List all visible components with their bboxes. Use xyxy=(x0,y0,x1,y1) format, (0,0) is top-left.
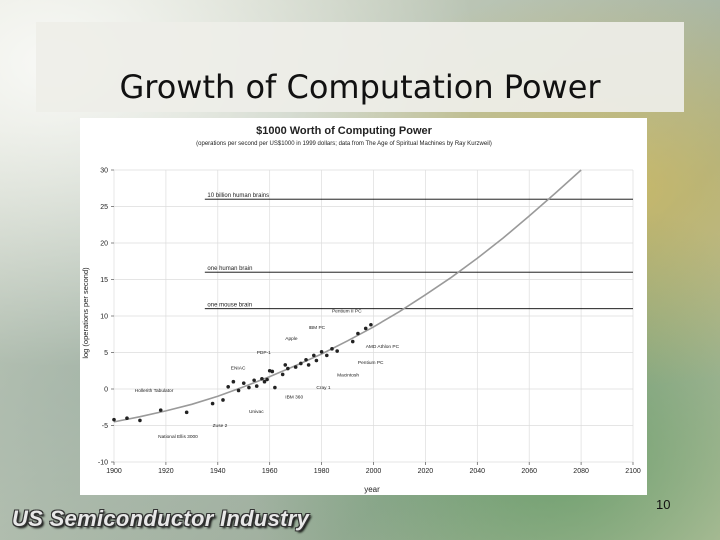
data-point xyxy=(254,384,259,388)
annotation-label: Hollerith Tabulator xyxy=(135,388,174,394)
x-tick-label: 1920 xyxy=(158,468,174,475)
x-tick-label: 2080 xyxy=(573,468,589,475)
reference-line-label: one mouse brain xyxy=(207,303,252,309)
data-point xyxy=(283,363,288,367)
computing-power-chart: $1000 Worth of Computing Power (operatio… xyxy=(81,125,641,494)
data-point xyxy=(221,398,225,402)
data-point xyxy=(306,363,311,367)
annotation-label: AMD Athlon PC xyxy=(366,344,400,350)
data-point xyxy=(293,365,298,369)
y-tick-label: 10 xyxy=(100,314,108,321)
data-point xyxy=(335,349,339,353)
data-point xyxy=(112,417,116,422)
x-tick-label: 2000 xyxy=(366,468,382,475)
annotation-label: National Ellis 3000 xyxy=(158,434,198,440)
data-point xyxy=(324,353,329,358)
chart-title: $1000 Worth of Computing Power xyxy=(256,125,433,137)
data-point xyxy=(304,358,308,362)
y-tick-label: 30 xyxy=(100,168,108,175)
annotation-label: Pentium II PC xyxy=(332,308,362,314)
data-point xyxy=(226,385,230,389)
y-axis-label: log (operations per second) xyxy=(81,267,90,359)
data-point xyxy=(265,377,269,382)
y-tick-label: 15 xyxy=(100,277,108,284)
data-point xyxy=(312,353,316,358)
annotation-label: Univac xyxy=(249,409,264,415)
annotation-label: IBM 360 xyxy=(285,394,303,400)
data-point xyxy=(231,379,236,384)
chart-frame: $1000 Worth of Computing Power (operatio… xyxy=(80,118,647,495)
data-point xyxy=(210,401,215,406)
trend-layer xyxy=(113,169,582,423)
annotation-label: Pentium PC xyxy=(358,360,384,366)
x-tick-label: 1960 xyxy=(262,468,278,475)
data-point xyxy=(350,339,355,344)
data-point xyxy=(330,347,334,351)
x-tick-label: 2020 xyxy=(418,468,434,475)
y-tick-label: 5 xyxy=(104,350,108,357)
trend-line xyxy=(113,169,582,423)
y-tick-label: -5 xyxy=(102,423,108,430)
x-tick-label: 1940 xyxy=(210,468,226,475)
reference-lines: one mouse brain one human brain 10 billion… xyxy=(204,193,633,310)
x-tick-label: 1980 xyxy=(314,468,330,475)
y-tick-label: -10 xyxy=(98,460,108,467)
annotation-label: Zuse 2 xyxy=(213,423,228,429)
data-point xyxy=(286,366,290,371)
annotation-label: IBM PC xyxy=(309,325,326,331)
annotations-layer: Hollerith Tabulator National Ellis 3000 Zu… xyxy=(135,308,400,440)
data-point xyxy=(314,358,319,363)
annotation-label: Cray 1 xyxy=(316,385,330,391)
data-point xyxy=(273,385,277,390)
data-point xyxy=(280,372,285,377)
data-point xyxy=(270,369,275,374)
data-point xyxy=(125,416,129,421)
data-point xyxy=(252,378,256,383)
reference-line-label: 10 billion human brains xyxy=(207,193,269,199)
annotation-label: ENIAC xyxy=(231,365,246,371)
grid-layer xyxy=(113,169,634,463)
axis-layer: 1900 1920 1940 1960 1980 2000 2020 2040 2060 2080… xyxy=(98,168,641,476)
data-point xyxy=(247,385,251,390)
data-point xyxy=(241,381,246,385)
y-tick-label: 20 xyxy=(100,241,108,248)
data-point xyxy=(158,408,163,412)
title-panel: Growth of Computation Power xyxy=(36,22,684,112)
annotation-label: Apple xyxy=(285,336,298,342)
slide-title: Growth of Computation Power xyxy=(119,68,601,106)
data-point xyxy=(138,418,142,423)
data-point xyxy=(299,361,303,366)
data-point xyxy=(369,322,373,327)
data-point xyxy=(262,379,267,384)
y-tick-label: 25 xyxy=(100,204,108,211)
x-tick-label: 2040 xyxy=(470,468,486,475)
data-point xyxy=(356,331,360,336)
y-tick-label: 0 xyxy=(104,387,108,394)
page-number: 10 xyxy=(656,497,671,512)
reference-line-label: one human brain xyxy=(207,266,252,272)
data-point xyxy=(363,326,368,331)
annotation-label: Macintosh xyxy=(337,373,359,379)
x-tick-label: 2060 xyxy=(521,468,537,475)
data-point xyxy=(319,349,324,354)
chart-subtitle: (operations per second per US$1000 in 19… xyxy=(196,141,492,147)
x-tick-label: 1900 xyxy=(106,468,122,475)
points-layer xyxy=(112,322,373,423)
x-axis-label: year xyxy=(364,485,380,494)
footer-logo: US Semiconductor Industry xyxy=(12,506,310,531)
data-point xyxy=(260,376,264,381)
data-point xyxy=(236,388,241,393)
annotation-label: PDP-1 xyxy=(257,350,271,356)
data-point xyxy=(184,410,189,415)
x-tick-label: 2100 xyxy=(625,468,641,475)
